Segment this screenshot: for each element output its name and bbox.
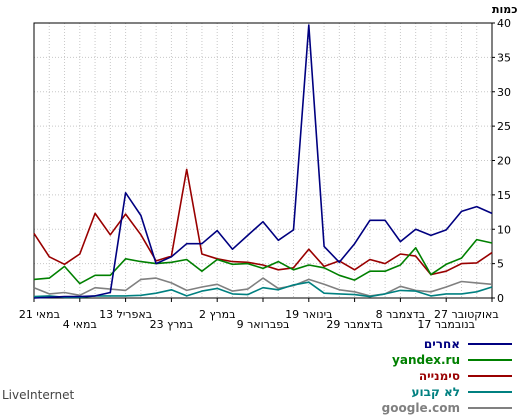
y-axis-ticks: 0 5 10 15 20 25 30 35 40 (492, 17, 511, 305)
x-tick-label: 21 במאי (19, 308, 60, 321)
y-tick-label: 25 (497, 120, 511, 133)
x-tick-label: 19 בינואר (285, 308, 332, 321)
series-line (33, 238, 493, 285)
y-tick-label: 5 (497, 258, 504, 271)
legend-swatch (468, 375, 512, 377)
x-tick-label: 29 בדצמבר (326, 318, 382, 331)
series-line (33, 281, 493, 299)
x-tick-label: 27 באוקטובר (434, 308, 499, 321)
brand-label: LiveInternet (2, 388, 75, 402)
y-axis-label: כמות (492, 3, 517, 16)
y-tick-label: 10 (497, 223, 511, 236)
y-tick-label: 35 (497, 51, 511, 64)
x-tick-label: 9 בפברואר (237, 318, 290, 331)
legend-label: אחרים (423, 337, 460, 351)
chart-grid (34, 23, 492, 298)
x-tick-label: 8 בדצמבר (376, 308, 425, 321)
y-tick-label: 15 (497, 189, 511, 202)
y-tick-label: 40 (497, 17, 511, 30)
x-tick-label: 23 במרץ (150, 318, 193, 331)
legend-label: סימנייה (418, 369, 460, 383)
x-tick-label: 2 במרץ (199, 308, 235, 321)
legend-label: לא קבוע (411, 385, 460, 399)
legend-item: סימנייה (312, 368, 512, 384)
legend: אחרים yandex.ru סימנייה לא קבוע google.com (312, 336, 512, 416)
legend-label: google.com (381, 401, 460, 415)
series-line (33, 24, 493, 299)
series-line (33, 168, 493, 276)
legend-swatch (468, 391, 512, 393)
legend-swatch (468, 407, 512, 409)
x-tick-label: 13 באפריל (99, 308, 152, 321)
x-tick-label: 17 בנובמבר (417, 318, 475, 331)
y-tick-label: 0 (497, 292, 504, 305)
y-tick-label: 20 (497, 155, 511, 168)
legend-label: yandex.ru (392, 353, 460, 367)
legend-item: אחרים (312, 336, 512, 352)
legend-swatch (468, 359, 512, 361)
legend-item: לא קבוע (312, 384, 512, 400)
y-tick-label: 30 (497, 86, 511, 99)
legend-item: yandex.ru (312, 352, 512, 368)
series-lines (33, 24, 493, 299)
legend-swatch (468, 343, 512, 345)
x-tick-label: 4 במאי (63, 318, 97, 331)
legend-item: google.com (312, 400, 512, 416)
